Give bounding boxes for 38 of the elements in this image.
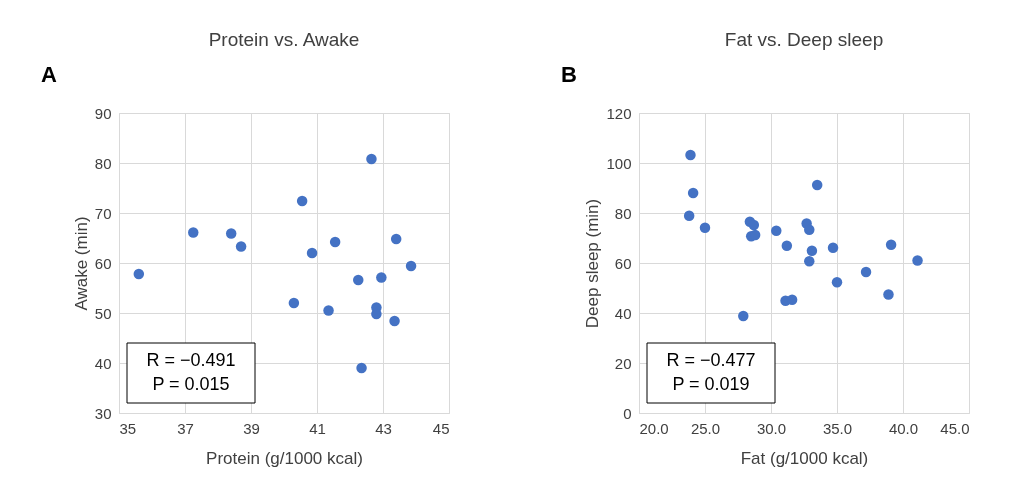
x-tick-label: 45.0 bbox=[940, 419, 970, 437]
x-axis-title: Protein (g/1000 kcal) bbox=[206, 448, 363, 468]
y-tick-label: 90 bbox=[94, 104, 112, 122]
y-tick-label: 80 bbox=[94, 154, 112, 172]
text: B bbox=[561, 62, 577, 87]
x-tick-label: 37 bbox=[177, 419, 194, 437]
x-tick-label: 39 bbox=[243, 419, 260, 437]
y-tick-label: 40 bbox=[94, 354, 112, 372]
y-tick-label: 80 bbox=[614, 204, 632, 222]
y-tick-label: 100 bbox=[606, 154, 632, 172]
y-tick-label: 120 bbox=[606, 104, 632, 122]
y-tick-label: 50 bbox=[94, 304, 112, 322]
x-tick-label: 35 bbox=[119, 419, 137, 437]
y-tick-label: 60 bbox=[614, 254, 632, 272]
x-axis-title: Fat (g/1000 kcal) bbox=[740, 448, 869, 468]
y-tick-label: 40 bbox=[614, 304, 632, 322]
annotation: R = −0.491 bbox=[146, 350, 236, 370]
x-tick-label: 20.0 bbox=[639, 419, 669, 437]
x-tick-label: 30.0 bbox=[756, 419, 787, 437]
x-tick-label: 45 bbox=[432, 419, 450, 437]
y-tick-label: 60 bbox=[94, 254, 112, 272]
x-tick-label: 41 bbox=[309, 419, 326, 437]
x-tick-label: 40.0 bbox=[888, 419, 919, 437]
annotation: R = −0.477 bbox=[666, 350, 756, 370]
y-tick-label: 0 bbox=[623, 404, 632, 422]
y-tick-label: 20 bbox=[614, 354, 632, 372]
annotation: P = 0.015 bbox=[152, 374, 230, 394]
y-axis-title: Awake (min) bbox=[71, 216, 91, 311]
x-tick-label: 35.0 bbox=[822, 419, 853, 437]
annotation: P = 0.019 bbox=[672, 374, 750, 394]
y-axis-title: Deep sleep (min) bbox=[583, 198, 603, 329]
chart-title: Protein vs. Awake bbox=[208, 29, 360, 50]
x-tick-label: 43 bbox=[375, 419, 392, 437]
y-tick-label: 70 bbox=[94, 204, 112, 222]
text: A bbox=[41, 62, 57, 87]
y-tick-label: 30 bbox=[94, 404, 112, 422]
chart-title: Fat vs. Deep sleep bbox=[724, 29, 884, 50]
x-tick-label: 25.0 bbox=[690, 419, 721, 437]
